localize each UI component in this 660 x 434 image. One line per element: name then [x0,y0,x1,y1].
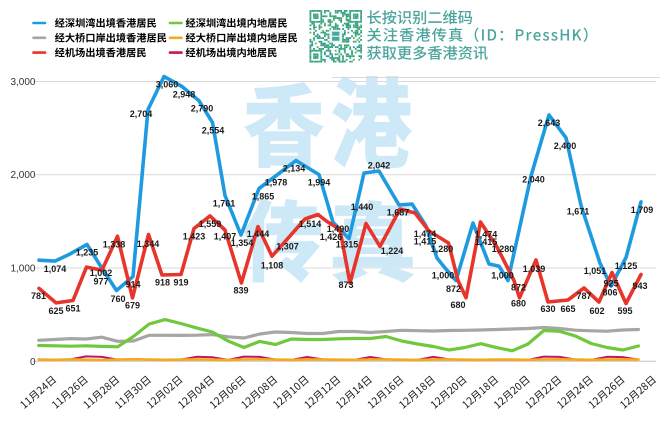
svg-text:2,400: 2,400 [554,141,577,151]
svg-text:595: 595 [617,306,632,316]
svg-text:1,407: 1,407 [214,232,237,242]
svg-text:873: 873 [338,280,353,290]
svg-text:1,125: 1,125 [615,261,638,271]
svg-text:679: 679 [125,301,140,311]
svg-text:2,134: 2,134 [283,164,306,174]
svg-text:1,235: 1,235 [76,248,99,258]
svg-text:806: 806 [602,288,617,298]
svg-text:1,474: 1,474 [475,230,498,240]
svg-text:651: 651 [65,304,80,314]
svg-text:2,040: 2,040 [522,175,545,185]
svg-text:872: 872 [511,283,526,293]
svg-text:872: 872 [446,284,461,294]
svg-text:1,978: 1,978 [265,178,288,188]
svg-text:2,704: 2,704 [130,109,153,119]
svg-text:1,415: 1,415 [414,237,437,247]
svg-text:1,108: 1,108 [261,261,284,271]
svg-text:1,002: 1,002 [90,268,113,278]
svg-text:1,865: 1,865 [252,192,275,202]
svg-text:1,344: 1,344 [137,239,160,249]
svg-text:2,643: 2,643 [538,118,561,128]
svg-text:977: 977 [93,277,108,287]
svg-text:919: 919 [173,278,188,288]
svg-text:0: 0 [30,357,36,368]
svg-text:1,444: 1,444 [247,229,270,239]
svg-text:680: 680 [511,299,526,309]
svg-text:918: 918 [155,278,170,288]
svg-text:2,790: 2,790 [191,104,214,114]
svg-text:1,338: 1,338 [103,240,126,250]
svg-text:1,423: 1,423 [183,232,206,242]
svg-text:2,042: 2,042 [368,161,391,171]
svg-text:1,280: 1,280 [431,244,454,254]
svg-text:1,354: 1,354 [231,238,254,248]
svg-text:914: 914 [125,280,140,290]
svg-text:1,490: 1,490 [327,224,350,234]
svg-text:1,994: 1,994 [308,178,331,188]
svg-text:1,000: 1,000 [432,271,455,281]
svg-text:1,559: 1,559 [199,219,222,229]
svg-text:3,060: 3,060 [156,80,179,90]
svg-text:1,000: 1,000 [10,264,35,275]
svg-text:2,554: 2,554 [202,126,225,136]
svg-text:943: 943 [632,281,647,291]
svg-text:1,074: 1,074 [44,264,67,274]
svg-text:1,709: 1,709 [631,205,654,215]
svg-text:787: 787 [576,291,591,301]
svg-text:2,948: 2,948 [173,90,196,100]
svg-text:1,051: 1,051 [584,266,607,276]
svg-text:1,440: 1,440 [351,202,374,212]
svg-text:1,514: 1,514 [299,219,322,229]
svg-text:1,280: 1,280 [492,244,515,254]
svg-text:1,415: 1,415 [475,237,498,247]
svg-text:1,426: 1,426 [320,232,343,242]
svg-text:1,039: 1,039 [523,264,546,274]
svg-text:3,000: 3,000 [10,77,35,88]
svg-text:2,000: 2,000 [10,170,35,181]
svg-text:1,687: 1,687 [387,208,410,218]
svg-text:781: 781 [31,291,46,301]
svg-text:680: 680 [450,300,465,310]
svg-text:1,474: 1,474 [414,229,437,239]
svg-text:1,671: 1,671 [567,207,590,217]
svg-text:1,307: 1,307 [276,242,299,252]
svg-text:839: 839 [233,286,248,296]
svg-text:1,000: 1,000 [491,271,514,281]
svg-text:602: 602 [589,306,604,316]
svg-text:1,315: 1,315 [336,240,359,250]
svg-text:665: 665 [560,304,575,314]
svg-text:925: 925 [603,279,618,289]
svg-text:760: 760 [110,294,125,304]
svg-text:625: 625 [48,306,63,316]
svg-text:1,224: 1,224 [381,246,404,256]
svg-text:630: 630 [540,304,555,314]
svg-text:1,761: 1,761 [213,199,236,209]
